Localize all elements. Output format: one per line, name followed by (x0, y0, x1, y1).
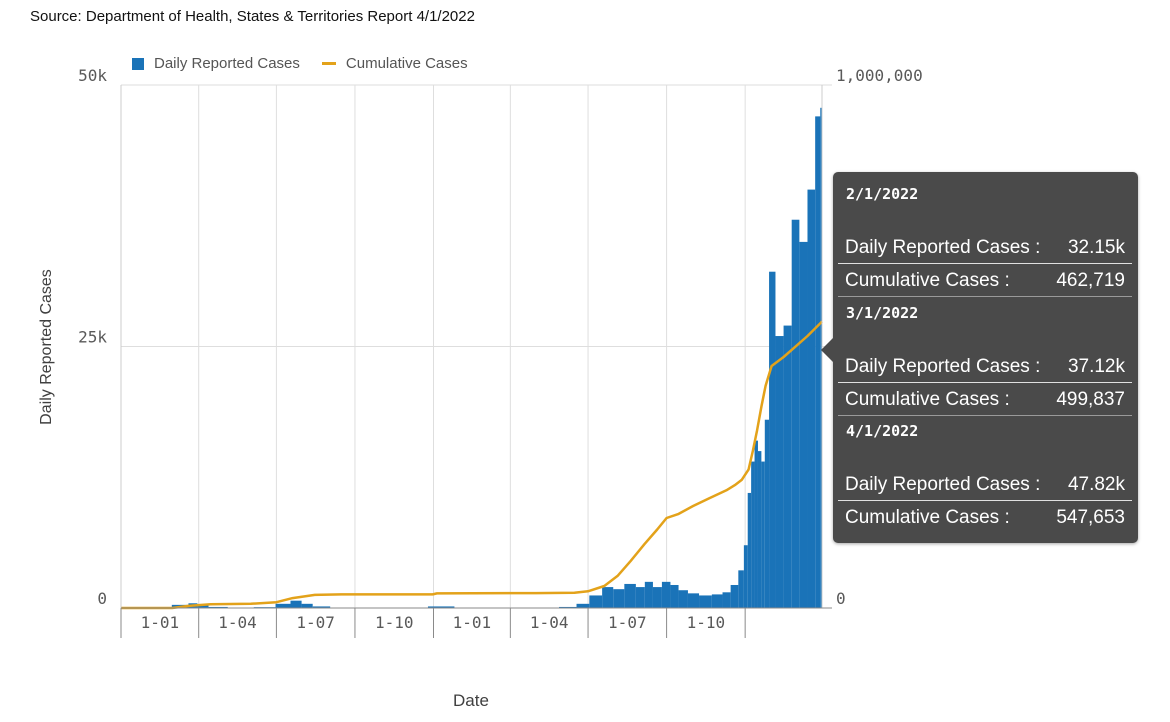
daily-bar (197, 605, 209, 608)
x-tick-label: 1-10 (687, 613, 726, 632)
daily-bar (751, 461, 755, 608)
daily-bar (687, 593, 700, 608)
daily-bar (670, 584, 679, 608)
daily-bar (711, 594, 723, 608)
y2-tick-label: 0 (836, 589, 846, 608)
daily-bar (652, 587, 662, 608)
daily-bar (559, 606, 577, 608)
x-tick-label: 1-01 (141, 613, 180, 632)
daily-bar (761, 461, 765, 608)
x-tick-label: 1-01 (453, 613, 492, 632)
daily-bar (699, 595, 712, 608)
tooltip-daily-label: Daily Reported Cases : (845, 355, 1041, 377)
daily-bar (312, 606, 331, 608)
tooltip-row-daily: Daily Reported Cases : 32.15k (838, 232, 1132, 264)
daily-bar (791, 219, 800, 608)
daily-bar (589, 595, 603, 608)
tooltip-daily-value: 47.82k (1067, 473, 1125, 495)
cumulative-line (121, 320, 823, 610)
daily-bar (799, 241, 808, 608)
tooltip-cumulative-value: 547,653 (1056, 507, 1125, 528)
daily-bar (757, 451, 762, 608)
y-tick-label: 50k (78, 66, 107, 85)
x-tick-label: 1-07 (608, 613, 647, 632)
legend-label-daily: Daily Reported Cases (154, 55, 300, 72)
daily-bar (602, 587, 614, 608)
tooltip-date: 2/1/2022 (846, 185, 919, 203)
daily-bar (783, 325, 792, 608)
bar-swatch-icon (132, 57, 144, 70)
bars-layer (171, 107, 822, 609)
y-axis-title: Daily Reported Cases (38, 269, 55, 425)
daily-bar (769, 271, 776, 608)
tooltip-cumulative-value: 499,837 (1056, 388, 1125, 410)
daily-bar (754, 440, 758, 608)
tooltip-cumulative-label: Cumulative Cases : (845, 388, 1010, 410)
tooltip-row-cumulative: Cumulative Cases : 499,837 (838, 384, 1132, 416)
legend-item-daily[interactable]: Daily Reported Cases (132, 55, 300, 72)
daily-bar (743, 545, 748, 608)
tooltip-cumulative-value: 462,719 (1056, 269, 1125, 291)
daily-bar (624, 583, 636, 608)
x-tick-label: 1-04 (530, 613, 569, 632)
legend-item-cumulative[interactable]: Cumulative Cases (321, 55, 468, 72)
legend-label-cumulative: Cumulative Cases (345, 55, 468, 72)
y-tick-label: 0 (97, 589, 107, 608)
daily-bar (730, 584, 739, 608)
daily-bar (815, 116, 821, 608)
grid-layer (120, 84, 832, 609)
tooltip-date: 3/1/2022 (846, 304, 919, 322)
source-note: Source: Department of Health, States & T… (30, 8, 475, 25)
tooltip-row-cumulative: Cumulative Cases : 462,719 (838, 265, 1132, 297)
x-tick-label: 1-10 (375, 613, 414, 632)
tooltip-daily-label: Daily Reported Cases : (845, 236, 1041, 258)
tooltip-row-daily: Daily Reported Cases : 47.82k (838, 469, 1132, 501)
daily-bar (661, 581, 671, 608)
y2-tick-label: 1,000,000 (836, 66, 923, 85)
tooltip-row-daily: Daily Reported Cases : 37.12k (838, 351, 1132, 383)
daily-bar (644, 581, 653, 608)
axes-layer (120, 85, 832, 638)
tooltip-cumulative-label: Cumulative Cases : (845, 507, 1010, 528)
daily-bar (576, 603, 590, 608)
daily-bar (738, 570, 744, 608)
daily-bar (208, 606, 228, 608)
x-axis-title: Date (453, 691, 489, 710)
x-tick-label: 1-04 (218, 613, 257, 632)
tooltip-daily-value: 37.12k (1067, 355, 1125, 377)
x-tick-label: 1-07 (296, 613, 335, 632)
daily-bar (775, 336, 784, 608)
daily-bar (427, 606, 455, 608)
daily-bar (290, 600, 302, 608)
y-tick-label: 25k (78, 328, 107, 347)
tooltip-row-cumulative: Cumulative Cases : 547,653 (838, 502, 1132, 534)
daily-bar (722, 592, 731, 608)
daily-bar (747, 492, 752, 608)
daily-bar (635, 587, 645, 608)
daily-bar (613, 589, 625, 608)
line-layer (121, 320, 823, 610)
hover-tooltip: 2/1/2022 Daily Reported Cases : 32.15k C… (821, 172, 1138, 543)
line-swatch-icon (321, 62, 336, 65)
daily-bar (678, 590, 688, 608)
daily-bar (301, 603, 313, 608)
daily-bar (807, 189, 816, 608)
tooltip-daily-value: 32.15k (1067, 236, 1125, 258)
tooltip-daily-label: Daily Reported Cases : (845, 473, 1041, 495)
chart-legend: Daily Reported Cases Cumulative Cases (132, 55, 490, 72)
daily-bar (275, 603, 291, 608)
tooltip-cumulative-label: Cumulative Cases : (845, 269, 1010, 291)
tooltip-date: 4/1/2022 (846, 422, 919, 440)
daily-bar (764, 419, 770, 608)
